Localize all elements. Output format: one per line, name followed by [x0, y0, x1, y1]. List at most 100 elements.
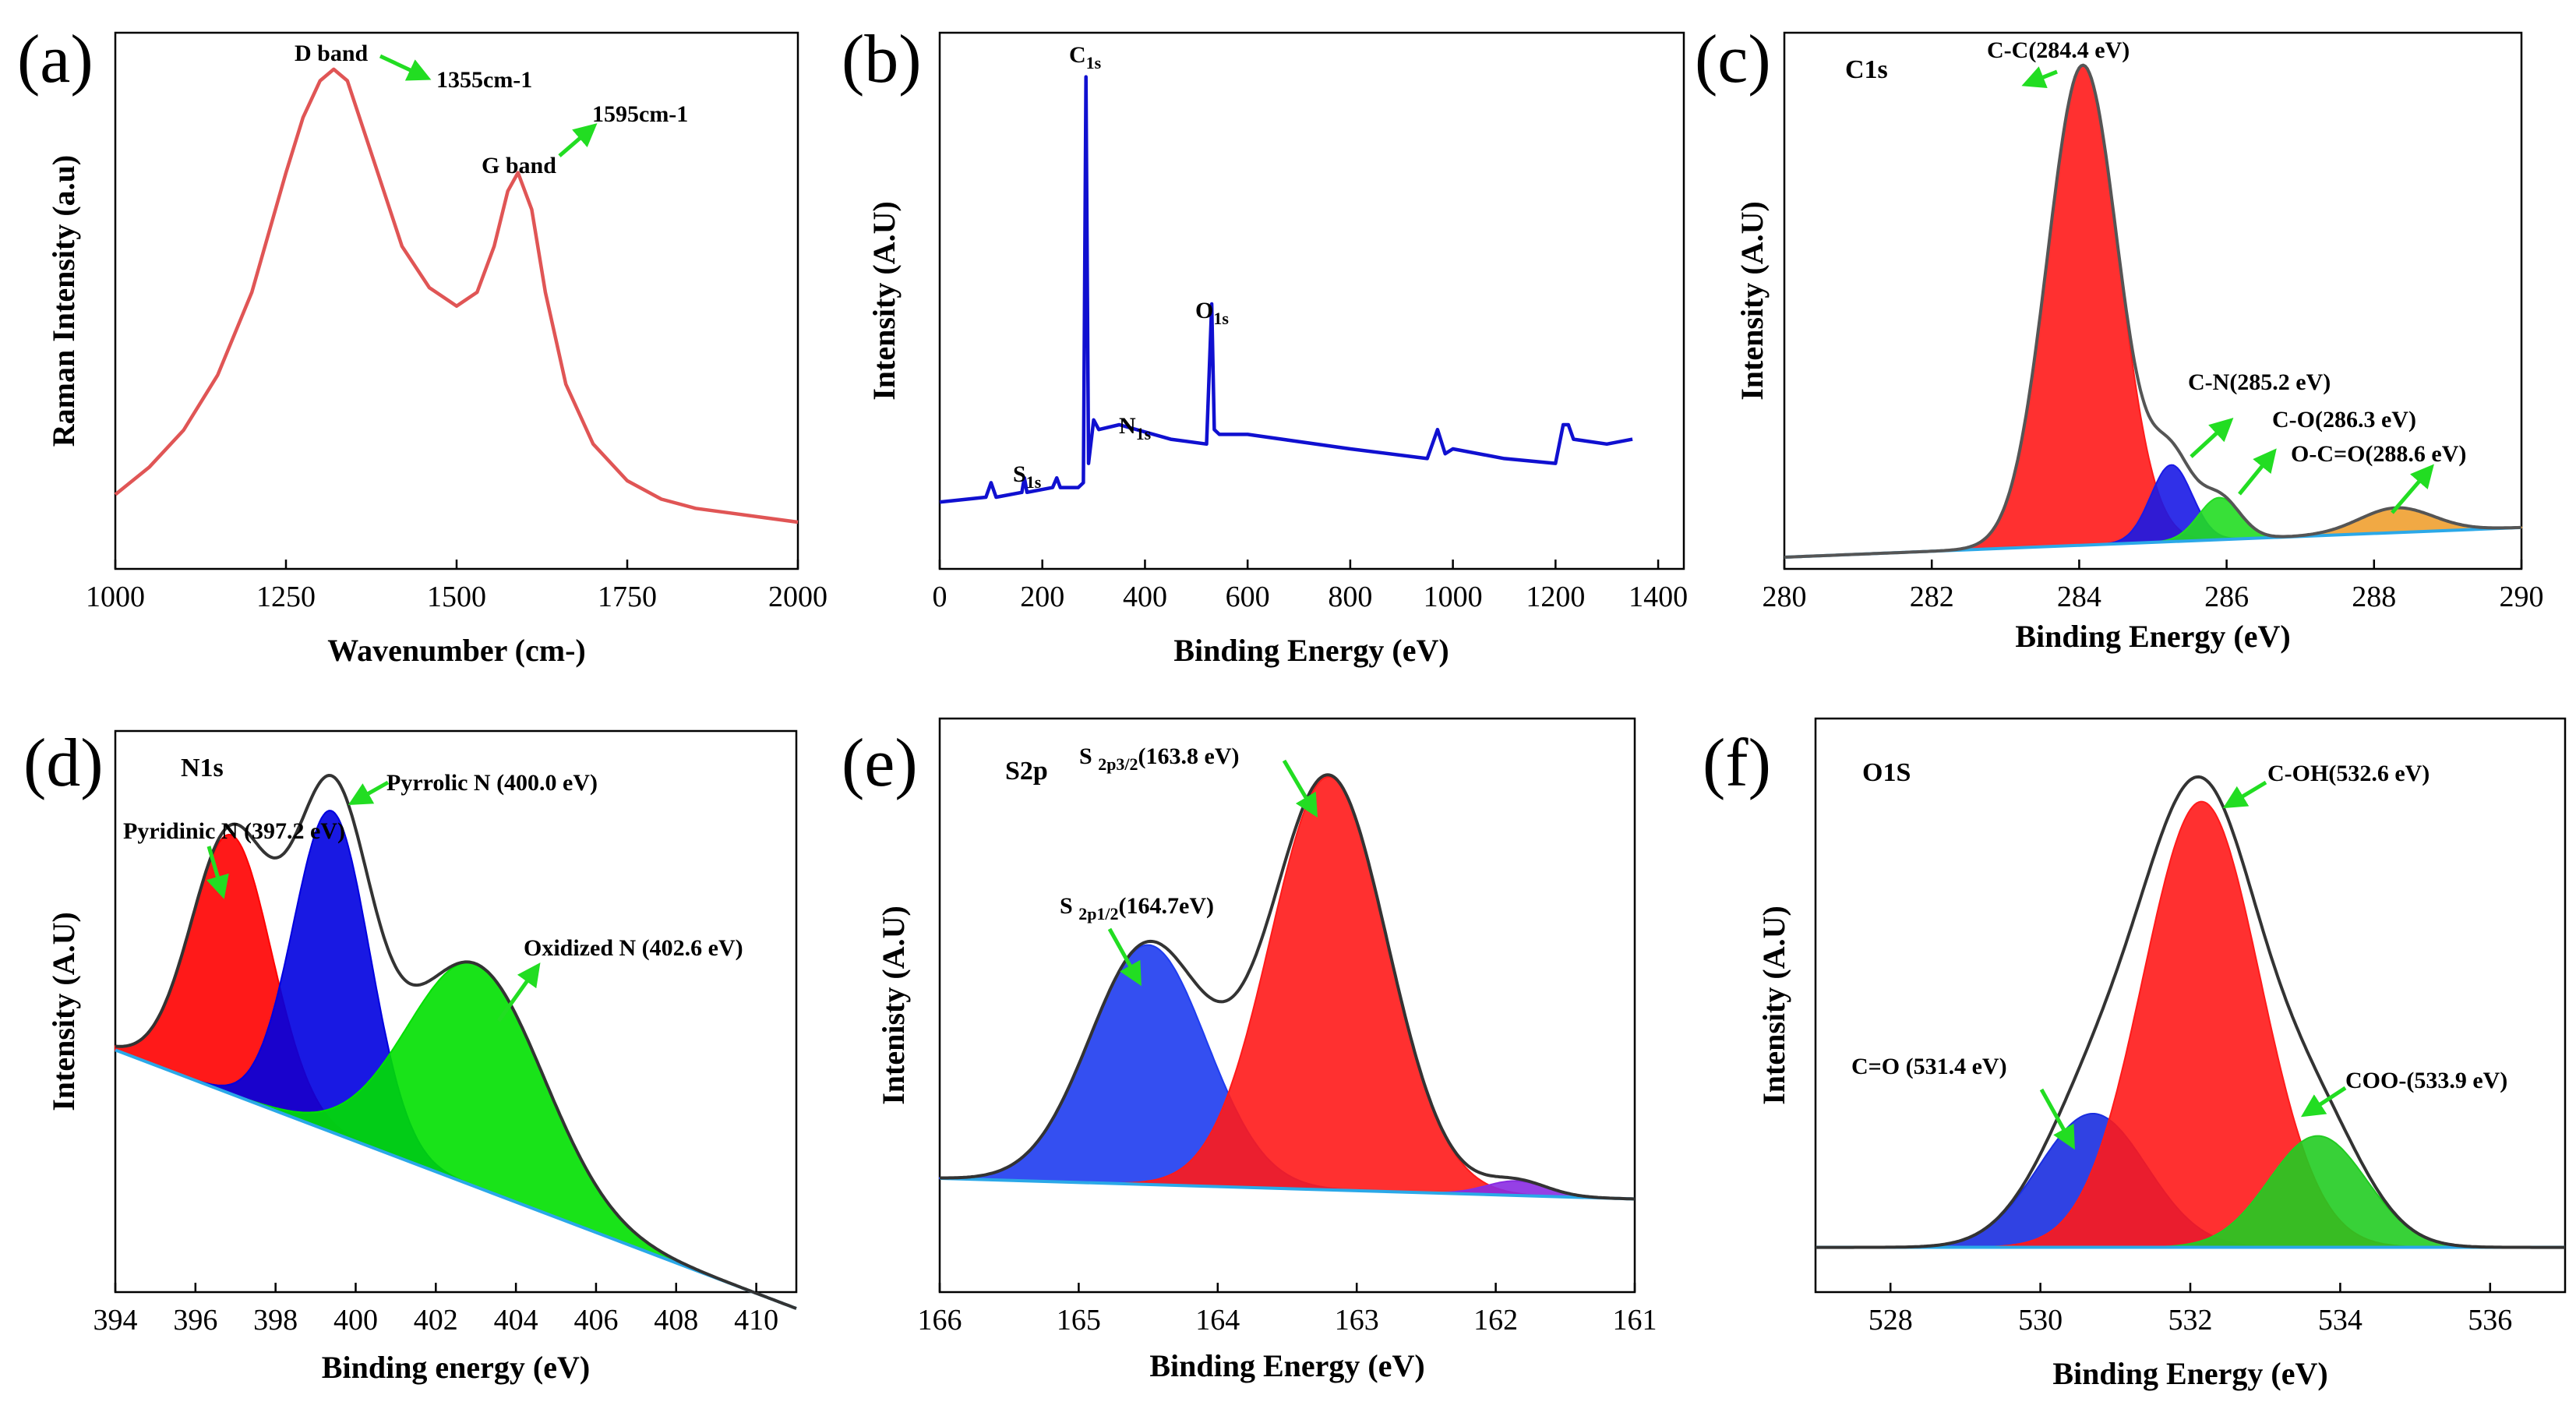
panel-b-series [939, 75, 1633, 504]
x-tick-label: 164 [1195, 1304, 1240, 1337]
x-tick-label: 404 [494, 1304, 538, 1337]
panel-a-gband-arrow [558, 123, 598, 157]
panel-d-ylabel: Intensity (A.U) [46, 912, 81, 1111]
panel-e-title: S2p [1005, 757, 1048, 786]
panel-d-oxidized-arrow [496, 962, 541, 1022]
x-tick-label: 394 [94, 1304, 138, 1337]
panel-d-title: N1s [181, 754, 224, 782]
panel-c: (c) 280 282 284 286 288 290 C1s Binding Energ… [1695, 22, 2544, 654]
panel-e-ylabel: Intenisty (A.U) [876, 906, 911, 1105]
panel-a-gband-label: G band [482, 153, 556, 178]
x-tick-label: 165 [1057, 1304, 1101, 1337]
panel-f-letter: (f) [1703, 726, 1771, 801]
x-tick-label: 528 [1868, 1304, 1913, 1337]
panel-c-oco-label: O-C=O(288.6 eV) [2291, 441, 2466, 467]
panel-a-dband-arrow [379, 54, 432, 81]
panel-f-coo-label: COO-(533.9 eV) [2345, 1068, 2507, 1093]
panel-a-dband-label: D band [295, 41, 369, 66]
x-tick-label: 163 [1335, 1304, 1379, 1337]
x-tick-label: 1250 [256, 581, 316, 613]
panel-e-s2p12-arrow [1107, 927, 1142, 987]
panel-e-xlabel: Binding Energy (eV) [1149, 1348, 1424, 1383]
panel-d-frame [114, 729, 798, 1294]
x-tick-label: 600 [1226, 581, 1270, 613]
x-tick-label: 536 [2468, 1304, 2512, 1337]
x-tick-label: 1500 [427, 581, 486, 613]
envelope [1816, 775, 2565, 1249]
x-tick-label: 400 [333, 1304, 378, 1337]
panel-a-ylabel: Raman Intensity (a.u) [46, 155, 81, 447]
x-tick-label: 1200 [1526, 581, 1585, 613]
panel-a: (a) 1000 1250 1500 1750 2000 Wavenumber (cm-… [17, 22, 827, 668]
panel-f-coh-label: C-OH(532.6 eV) [2267, 761, 2430, 786]
x-tick-label: 288 [2352, 581, 2396, 613]
panel-d-letter: (d) [23, 726, 104, 801]
x-tick-label: 161 [1613, 1304, 1657, 1337]
baseline [115, 1048, 797, 1310]
panel-e-s2p32-arrow [1282, 759, 1318, 818]
panel-d-pyridinic-label: Pyridinic N (397.2 eV) [123, 818, 345, 844]
panel-e-s2p12-label: S 2p1/2(164.7eV) [1060, 893, 1214, 923]
x-tick-label: 800 [1328, 581, 1372, 613]
panel-e-ticks: 166 165 164 163 162 161 [918, 1283, 1657, 1337]
x-tick-label: 284 [2057, 581, 2101, 613]
panel-c-letter: (c) [1695, 22, 1771, 97]
x-tick-label: 530 [2018, 1304, 2063, 1337]
x-tick-label: 398 [253, 1304, 298, 1337]
panel-c-oco-arrow [2391, 464, 2434, 514]
panel-d-components [115, 774, 797, 1310]
x-tick-label: 532 [2168, 1304, 2213, 1337]
panel-e-components [939, 773, 1636, 1201]
panel-c-ticks: 280 282 284 286 288 290 [1763, 560, 2544, 613]
panel-a-letter: (a) [17, 22, 94, 97]
envelope [115, 774, 797, 1310]
panel-b: (b) 0 200 400 600 800 1000 1200 1400 Binding En… [842, 22, 1688, 668]
panel-e-frame [938, 717, 1636, 1294]
series-line [114, 67, 799, 524]
panel-a-series [114, 67, 799, 524]
panel-d-ticks: 394 396 398 400 402 404 406 408 410 [94, 1283, 778, 1337]
x-tick-label: 1000 [1424, 581, 1483, 613]
panel-d: (d) 394 396 398 400 402 404 406 408 410 N1s Bind… [23, 726, 798, 1385]
x-tick-label: 286 [2204, 581, 2249, 613]
x-tick-label: 396 [173, 1304, 217, 1337]
panel-c-components [1784, 63, 2522, 559]
panel-b-xlabel: Binding Energy (eV) [1173, 633, 1449, 668]
x-tick-label: 290 [2500, 581, 2544, 613]
envelope [940, 773, 1636, 1201]
x-tick-label: 408 [654, 1304, 698, 1337]
panel-e-letter: (e) [842, 726, 918, 801]
panel-f: (f) 528 530 532 534 536 O1S Binding Energy (… [1703, 717, 2567, 1391]
panel-c-cn-label: C-N(285.2 eV) [2188, 369, 2331, 395]
x-tick-label: 280 [1763, 581, 1807, 613]
panel-b-ticks: 0 200 400 600 800 1000 1200 1400 [933, 560, 1688, 613]
panel-a-gband-value: 1595cm-1 [592, 101, 688, 127]
panel-c-cc-label: C-C(284.4 eV) [1987, 37, 2130, 63]
panel-a-xlabel: Wavenumber (cm-) [327, 633, 585, 668]
panel-c-co-arrow [2238, 448, 2277, 496]
panel-b-frame [938, 31, 1685, 570]
panel-e: (e) 166 165 164 163 162 161 S2p Binding Energ… [842, 717, 1657, 1383]
x-tick-label: 410 [734, 1304, 778, 1337]
panel-a-dband-value: 1355cm-1 [436, 67, 532, 93]
panel-c-xlabel: Binding Energy (eV) [2015, 619, 2290, 654]
x-tick-label: 1750 [598, 581, 657, 613]
x-tick-label: 406 [573, 1304, 618, 1337]
panel-f-xlabel: Binding Energy (eV) [2052, 1356, 2327, 1391]
panel-f-co-label: C=O (531.4 eV) [1851, 1054, 2007, 1079]
series-line [939, 75, 1633, 504]
panel-b-n1s-label: N1s [1119, 413, 1152, 443]
panel-b-s1s-label: S1s [1013, 461, 1042, 492]
x-tick-label: 400 [1123, 581, 1167, 613]
panel-d-xlabel: Binding energy (eV) [322, 1350, 590, 1385]
panel-f-ticks: 528 530 532 534 536 [1868, 1283, 2512, 1337]
panel-f-ylabel: Intensity (A.U) [1756, 906, 1791, 1105]
x-tick-label: 534 [2318, 1304, 2363, 1337]
panel-d-pyrrolic-label: Pyrrolic N (400.0 eV) [386, 770, 598, 796]
x-tick-label: 282 [1910, 581, 1954, 613]
panel-f-components [1816, 775, 2565, 1249]
panel-c-title: C1s [1845, 55, 1888, 84]
x-tick-label: 162 [1473, 1304, 1518, 1337]
x-tick-label: 0 [933, 581, 947, 613]
